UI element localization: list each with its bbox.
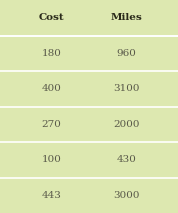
- Bar: [0, 106, 178, 142]
- Text: 100: 100: [42, 155, 62, 164]
- Text: 400: 400: [42, 84, 62, 93]
- Bar: [0, 142, 178, 177]
- Bar: [0, 36, 178, 71]
- Text: 270: 270: [42, 120, 62, 129]
- Text: Cost: Cost: [39, 13, 64, 22]
- Text: Miles: Miles: [111, 13, 142, 22]
- Text: 443: 443: [42, 191, 62, 200]
- Text: 2000: 2000: [113, 120, 140, 129]
- Text: 430: 430: [116, 155, 136, 164]
- Bar: [0, 71, 178, 106]
- Bar: [0, 0, 178, 36]
- Text: 180: 180: [42, 49, 62, 58]
- Text: 3000: 3000: [113, 191, 140, 200]
- Text: 960: 960: [116, 49, 136, 58]
- Bar: [0, 177, 178, 213]
- Text: 3100: 3100: [113, 84, 140, 93]
